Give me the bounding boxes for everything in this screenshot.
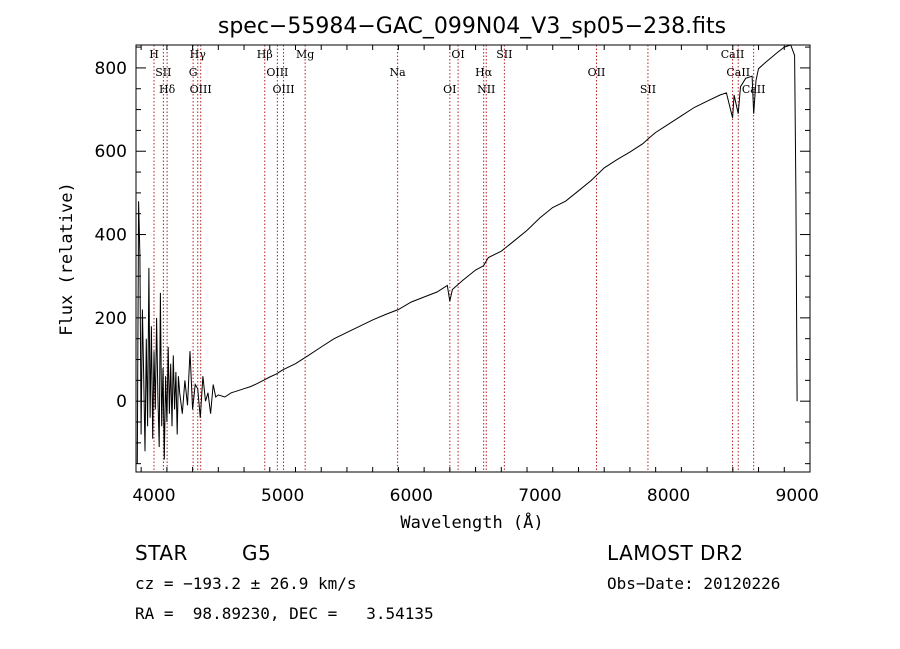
object-subclass: G5 (242, 541, 272, 565)
spectral-line-label: SII (496, 48, 512, 61)
spectral-line-label: SII (155, 66, 171, 79)
redshift-info: cz = −193.2 ± 26.9 km/s (135, 574, 357, 593)
y-tick-label: 0 (116, 392, 127, 412)
x-tick-label: 4000 (132, 486, 175, 506)
y-tick-label: 600 (95, 142, 127, 162)
chart-title: spec−55984−GAC_099N04_V3_sp05−238.fits (218, 14, 726, 39)
spectral-line-label: Mg (296, 48, 314, 61)
x-tick-label: 5000 (261, 486, 304, 506)
y-tick-label: 800 (95, 59, 127, 79)
axis-ticks: 4000 5000 6000 7000 8000 9000 0 200 400 600 800 (95, 45, 819, 506)
spectral-line-label: OIII (190, 83, 212, 96)
x-axis-label: Wavelength (Å) (400, 511, 543, 533)
y-tick-label: 200 (95, 309, 127, 329)
x-tick-label: 8000 (647, 486, 690, 506)
spectral-line-label: Hδ (159, 83, 176, 96)
spectral-line-label: H (149, 48, 159, 61)
x-tick-label: 9000 (776, 486, 819, 506)
spectral-line-labels: H SII Hδ Hγ G OIII Hβ OIII OIII Mg Na OI OI Hα NII SII O… (149, 48, 765, 96)
observation-date: Obs−Date: 20120226 (607, 574, 781, 593)
spectral-line-label: Hβ (257, 48, 273, 61)
spectral-line-label: CaII (721, 48, 745, 61)
spectral-line-label: Na (390, 66, 407, 79)
spectral-line-label: OIII (266, 66, 288, 79)
y-axis-label: Flux (relative) (57, 182, 77, 336)
spectral-line-label: OII (588, 66, 606, 79)
spectral-line-label: Hγ (190, 48, 207, 61)
x-tick-label: 7000 (518, 486, 561, 506)
coordinates-info: RA = 98.89230, DEC = 3.54135 (135, 604, 434, 623)
spectral-line-label: SII (640, 83, 656, 96)
survey-name: LAMOST DR2 (607, 541, 744, 565)
y-tick-label: 400 (95, 226, 127, 246)
spectral-line-label: OIII (273, 83, 295, 96)
plot-frame (135, 44, 811, 473)
spectral-line-label: NII (477, 83, 495, 96)
spectral-line-label: OI (451, 48, 464, 61)
spectral-line-label: Hα (475, 66, 493, 79)
spectral-line-label: OI (443, 83, 456, 96)
x-tick-label: 6000 (390, 486, 433, 506)
spectral-line-markers (153, 45, 755, 472)
spectrum-series-line (136, 44, 798, 464)
spectral-line-label: G (189, 66, 198, 79)
spectral-line-label: CaII (742, 83, 766, 96)
spectral-line-label: CaII (726, 66, 750, 79)
object-class: STAR (135, 541, 188, 565)
